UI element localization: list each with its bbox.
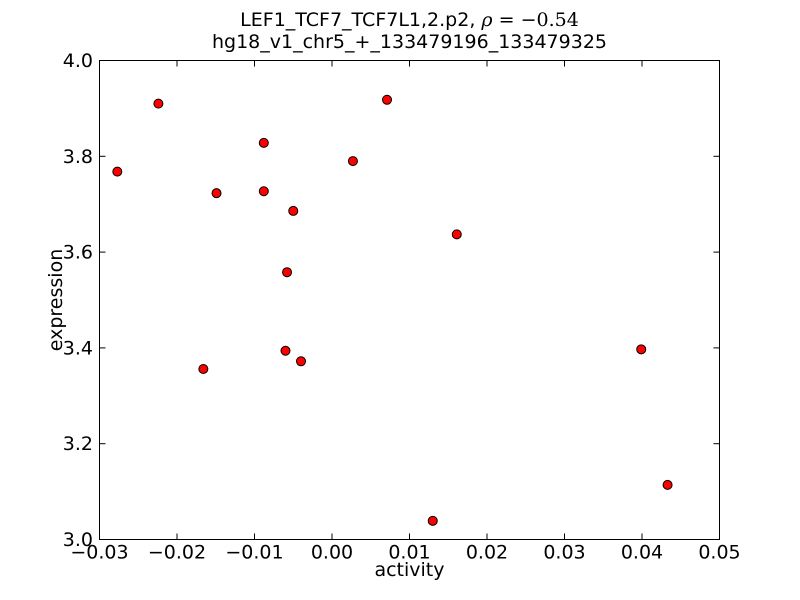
- title-gene-ids: LEF1_TCF7_TCF7L1,2.p2,: [240, 9, 482, 31]
- data-point: [198, 363, 209, 374]
- x-tick-label: 0.01: [388, 542, 430, 564]
- data-point: [112, 166, 123, 177]
- data-point: [258, 186, 269, 197]
- data-point: [211, 188, 222, 199]
- x-tick-label: 0.02: [466, 542, 508, 564]
- y-tick-label: 3.2: [63, 433, 93, 455]
- y-tick-label: 4.0: [63, 50, 93, 72]
- data-point: [296, 356, 306, 367]
- x-axis-label: activity: [374, 559, 445, 581]
- y-tick-label: 3.4: [63, 337, 93, 359]
- x-tick-label: 0.00: [311, 542, 353, 564]
- x-tick-label: −0.02: [148, 542, 206, 564]
- y-tick-label: 3.6: [63, 242, 93, 264]
- x-tick-label: 0.03: [543, 542, 585, 564]
- x-tick-label: 0.05: [698, 542, 740, 564]
- data-point: [282, 267, 293, 278]
- data-point: [451, 229, 462, 240]
- title-rho-symbol: ρ: [481, 9, 493, 31]
- x-tick-label: −0.03: [70, 542, 128, 564]
- data-point: [153, 98, 164, 109]
- title-rho-value: = −0.54: [492, 9, 579, 31]
- data-point: [636, 344, 647, 355]
- y-tick-label: 3.0: [63, 529, 93, 551]
- data-point: [427, 515, 438, 526]
- y-tick-label: 3.8: [63, 146, 93, 168]
- y-axis-label: expression: [45, 248, 67, 352]
- x-tick-label: −0.01: [225, 542, 283, 564]
- data-point: [258, 137, 269, 148]
- plot-border: [99, 60, 720, 540]
- x-tick-label: 0.04: [621, 542, 663, 564]
- data-point: [347, 156, 358, 167]
- data-point: [288, 205, 299, 216]
- data-point: [662, 479, 673, 490]
- data-point: [280, 345, 291, 356]
- data-point: [382, 94, 393, 105]
- chart-title-line1: LEF1_TCF7_TCF7L1,2.p2, ρ = −0.54: [99, 9, 720, 31]
- chart-title-line2: hg18_v1_chr5_+_133479196_133479325: [211, 31, 607, 53]
- chart-title: LEF1_TCF7_TCF7L1,2.p2, ρ = −0.54 hg18_v1…: [99, 9, 720, 53]
